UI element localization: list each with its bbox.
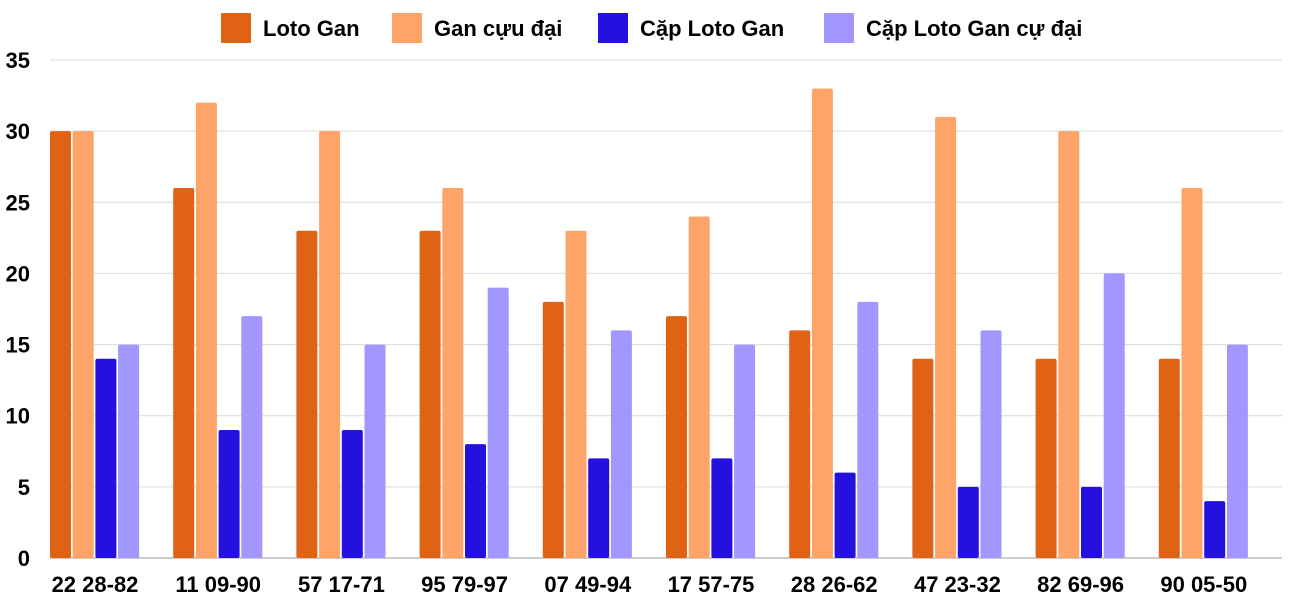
bar — [1226, 344, 1248, 558]
x-axis-ticks: 22 28-82 11 09-90 57 17-71 95 79-97 07 49-94… — [52, 572, 1248, 597]
bar — [666, 316, 687, 558]
legend-swatch — [824, 13, 854, 43]
y-axis-ticks: 0 5 10 15 20 25 30 35 — [6, 48, 30, 571]
bar — [857, 301, 879, 558]
bar — [465, 444, 486, 558]
bar — [173, 188, 195, 559]
x-tick-label: 28 26-62 — [791, 572, 878, 597]
bar — [95, 358, 117, 558]
bar — [588, 458, 610, 558]
legend-label: Cặp Loto Gan — [640, 16, 784, 41]
y-tick-label: 20 — [6, 261, 30, 286]
bar — [241, 316, 263, 558]
y-tick-label: 25 — [6, 190, 30, 215]
legend-swatch — [221, 13, 251, 43]
bar — [711, 458, 733, 558]
bar — [565, 230, 587, 558]
x-tick-label: 07 49-94 — [544, 572, 632, 597]
bars — [50, 88, 1248, 559]
y-tick-label: 10 — [6, 404, 30, 429]
bar — [1204, 501, 1226, 558]
bar — [195, 102, 217, 558]
y-tick-label: 30 — [6, 119, 30, 144]
bar — [789, 330, 811, 558]
bar — [734, 344, 756, 558]
y-tick-label: 5 — [18, 475, 30, 500]
bar — [980, 330, 1002, 558]
bar — [1158, 358, 1180, 558]
x-tick-label: 95 79-97 — [421, 572, 508, 597]
bar — [218, 429, 240, 558]
bar — [364, 344, 386, 558]
x-tick-label: 47 23-32 — [914, 572, 1001, 597]
x-tick-label: 11 09-90 — [175, 572, 261, 597]
legend-label: Cặp Loto Gan cự đại — [866, 16, 1082, 41]
x-tick-label: 22 28-82 — [52, 572, 139, 597]
legend-swatch — [392, 13, 422, 43]
y-tick-label: 35 — [6, 48, 30, 73]
bar — [1058, 131, 1080, 558]
bar — [341, 429, 363, 558]
bar — [688, 216, 710, 558]
bar — [296, 230, 318, 558]
bar — [419, 230, 441, 558]
legend-label: Loto Gan — [263, 16, 360, 41]
bar — [1081, 486, 1102, 558]
legend: Loto Gan Gan cựu đại Cặp Loto Gan Cặp Loto … — [221, 13, 1082, 43]
y-tick-label: 15 — [6, 333, 30, 358]
x-tick-label: 82 69-96 — [1037, 572, 1124, 597]
legend-label: Gan cựu đại — [434, 16, 562, 41]
bar — [1035, 358, 1057, 558]
bar — [1181, 188, 1203, 559]
bar — [72, 131, 94, 558]
bar — [834, 472, 856, 558]
bar — [957, 486, 979, 558]
bar — [118, 344, 140, 558]
bar — [912, 358, 934, 558]
legend-swatch — [598, 13, 628, 43]
bar — [811, 88, 833, 558]
bar — [1103, 273, 1125, 558]
bar — [442, 188, 464, 559]
bar — [935, 116, 957, 559]
bar — [542, 301, 564, 558]
bar — [50, 131, 71, 558]
x-tick-label: 57 17-71 — [298, 572, 385, 597]
y-tick-label: 0 — [18, 546, 30, 571]
x-tick-label: 90 05-50 — [1160, 572, 1247, 597]
bar — [487, 287, 509, 558]
x-tick-label: 17 57-75 — [668, 572, 755, 597]
bar — [610, 330, 632, 558]
bar — [319, 131, 341, 558]
